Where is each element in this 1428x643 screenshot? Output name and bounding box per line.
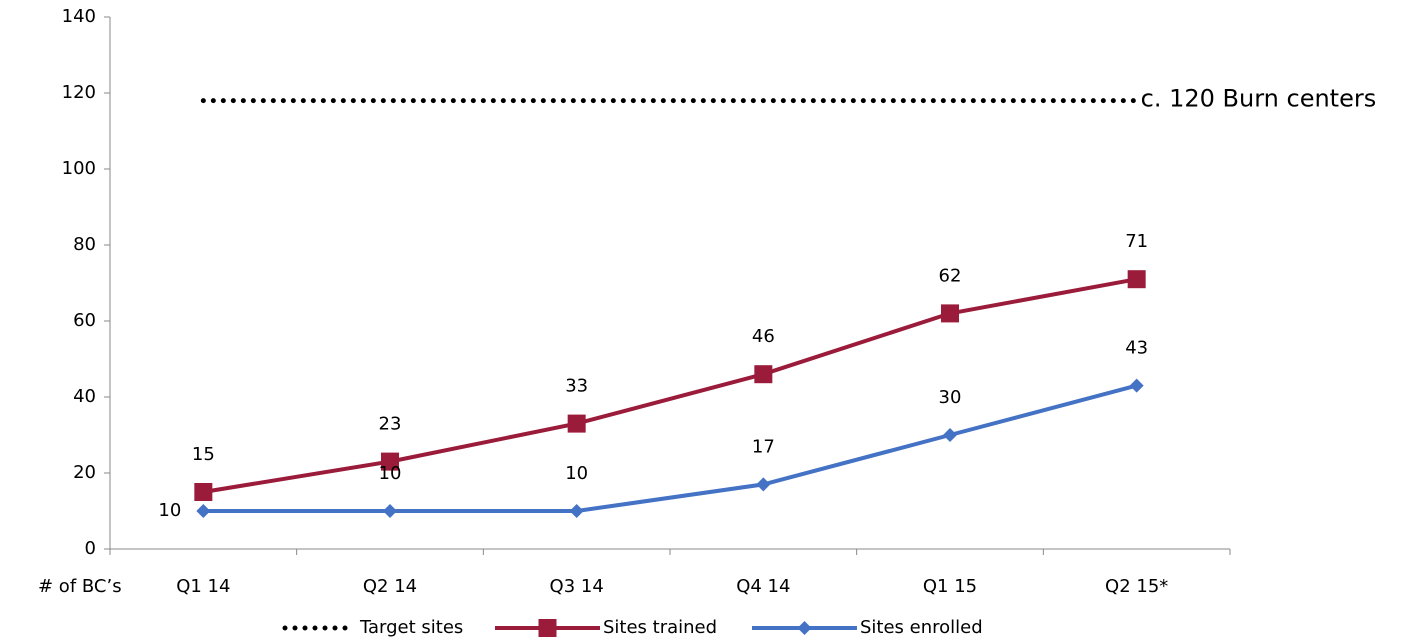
y-tick-label: 80: [73, 234, 96, 255]
data-label: 33: [565, 376, 588, 397]
y-tick-label: 40: [73, 386, 96, 407]
x-tick-label: Q4 14: [736, 576, 790, 597]
legend-label: Target sites: [359, 617, 463, 638]
series-line: [203, 277, 1138, 494]
y-tick-label: 140: [62, 6, 96, 27]
x-tick-label: Q2 14: [363, 576, 417, 597]
data-label: 17: [752, 436, 775, 457]
legend-label: Sites enrolled: [860, 617, 983, 638]
point-marker: [196, 504, 211, 518]
point-marker: [1127, 270, 1146, 289]
y-tick-label: 120: [62, 82, 96, 103]
point-marker: [1129, 378, 1144, 393]
x-tick-label: Q1 15: [923, 576, 977, 597]
x-axis-label: # of BC’s: [38, 576, 122, 597]
data-label: 10: [379, 463, 402, 484]
point-marker: [754, 365, 773, 384]
data-label: 23: [379, 414, 402, 435]
data-label: 46: [752, 326, 775, 347]
legend-marker: [797, 621, 812, 635]
data-label: 10: [565, 463, 588, 484]
series-line: [203, 383, 1138, 513]
annotation: c. 120 Burn centers: [1141, 85, 1377, 113]
legend-label: Sites trained: [603, 617, 717, 638]
point-marker: [383, 504, 397, 518]
data-label: 30: [939, 387, 962, 408]
y-tick-label: 60: [73, 310, 96, 331]
y-tick-label: 20: [73, 462, 96, 483]
data-label: 10: [158, 500, 181, 521]
point-marker: [194, 483, 213, 501]
legend-marker: [538, 619, 557, 637]
x-tick-label: Q1 14: [176, 576, 230, 597]
point-marker: [567, 414, 586, 433]
x-tick-label: Q2 15*: [1105, 576, 1168, 597]
data-label: 43: [1125, 338, 1148, 359]
point-marker: [756, 477, 771, 492]
y-tick-label: 0: [85, 538, 96, 559]
data-label: 15: [192, 444, 215, 465]
point-marker: [941, 304, 959, 323]
y-tick-label: 100: [62, 158, 96, 179]
point-marker: [943, 428, 957, 442]
x-tick-label: Q3 14: [550, 576, 604, 597]
data-label: 62: [939, 265, 962, 286]
point-marker: [569, 504, 584, 518]
data-label: 71: [1125, 231, 1148, 252]
point-marker: [381, 452, 399, 471]
